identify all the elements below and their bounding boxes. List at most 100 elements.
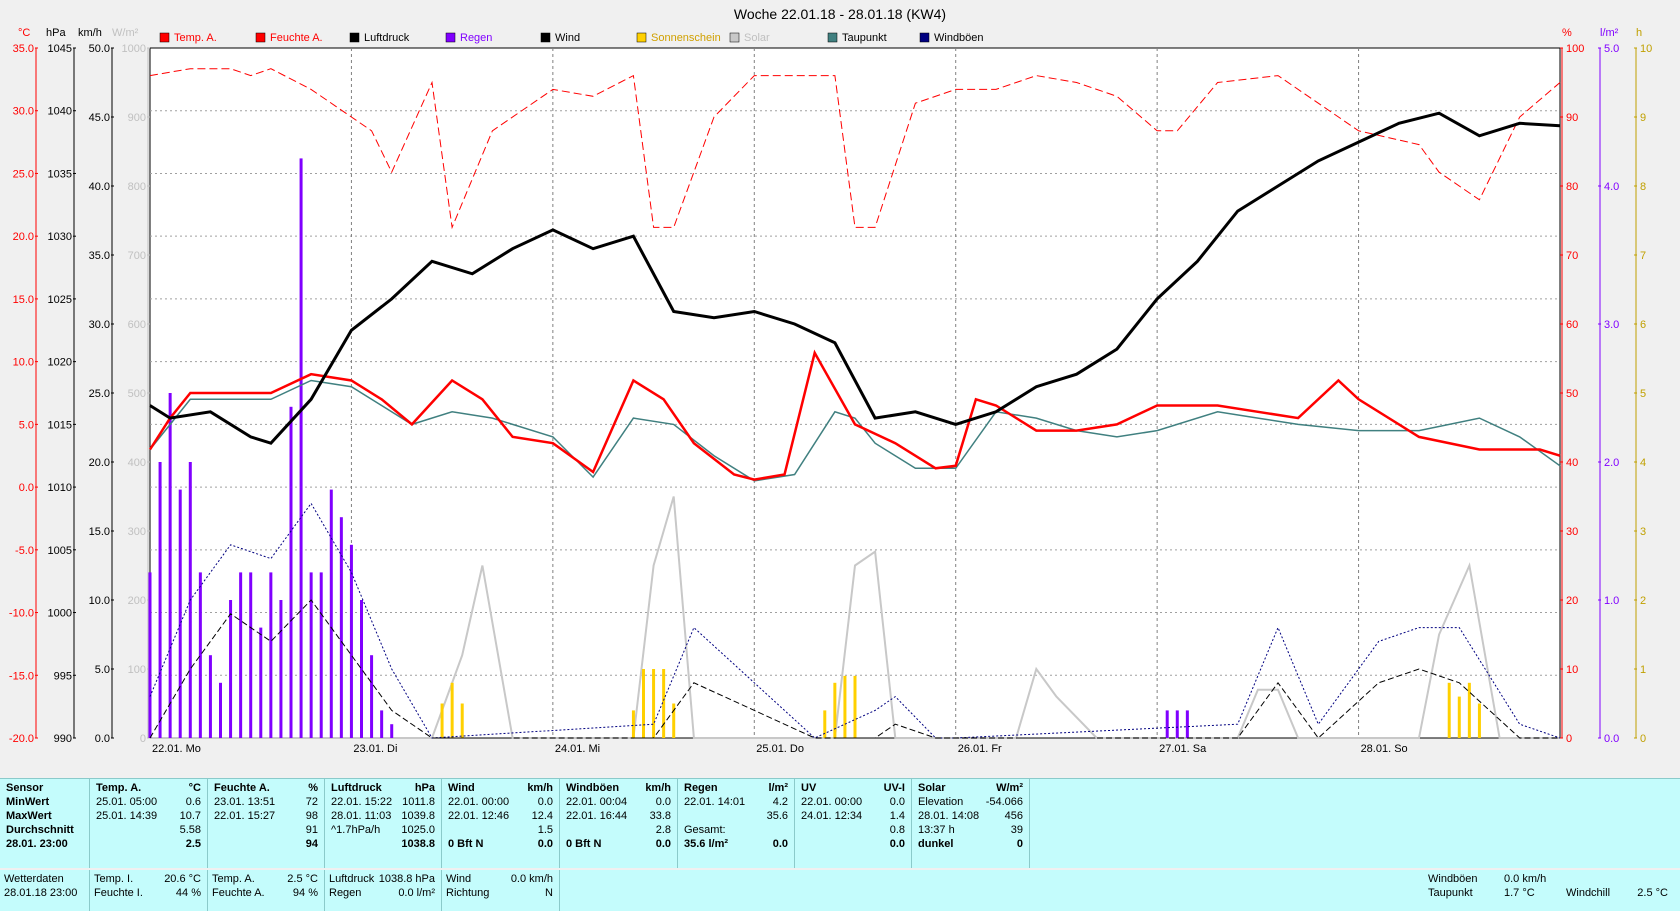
stats-row: Sensor xyxy=(4,782,85,796)
stats-cell: 5.58 xyxy=(179,824,201,836)
status-datetime: 28.01.18 23:00 xyxy=(4,887,78,899)
stats-row: 35.6 l/m² 0.0 xyxy=(682,838,790,852)
stats-cell: 22.01. 15:22 xyxy=(331,796,393,808)
y-tick-label-wind_axis: 15.0 xyxy=(89,526,110,538)
y-tick-label-solar_axis: 100 xyxy=(128,664,146,676)
temp-i-label: Temp. I. xyxy=(94,873,134,885)
stats-cell: Sensor xyxy=(6,782,44,794)
y-tick-label-wind_axis: 25.0 xyxy=(89,388,110,400)
y-tick-label-humidity_axis: 20 xyxy=(1566,595,1578,607)
stats-cell: 1.5 xyxy=(537,824,553,836)
legend-label: Taupunkt xyxy=(842,32,887,44)
stats-column: Windböen km/h 22.01. 00:04 0.0 22.01. 16:44 3… xyxy=(560,779,678,868)
rain-bar xyxy=(198,572,202,738)
y-tick-label-pressure_axis: 1020 xyxy=(48,357,72,369)
stats-column: Regen l/m² 22.01. 14:01 4.2 35.6 Gesamt: 35.6 … xyxy=(678,779,795,868)
sunshine-bar xyxy=(642,669,645,738)
rain-bar xyxy=(309,572,313,738)
y-tick-label-wind_axis: 30.0 xyxy=(89,319,110,331)
y-tick-label-wind_axis: 20.0 xyxy=(89,457,110,469)
stats-column: Sensor MinWert MaxWert Durchschnitt 28.01. 2… xyxy=(0,779,90,868)
y-tick-label-rain_axis: 0.0 xyxy=(1604,733,1619,745)
stats-cell: 0.0 xyxy=(537,838,553,850)
rain-bar xyxy=(239,572,243,738)
stats-row: 22.01. 00:00 0.0 xyxy=(799,796,907,810)
stats-cell: 13:37 h xyxy=(918,824,955,836)
stats-row: 2.8 xyxy=(564,824,673,838)
y-tick-label-rain_axis: 1.0 xyxy=(1604,595,1619,607)
stats-row: 28.01. 11:03 1039.8 xyxy=(329,810,437,824)
y-tick-label-solar_axis: 800 xyxy=(128,181,146,193)
stats-row: Luftdruck hPa xyxy=(329,782,437,796)
y-tick-label-wind_axis: 40.0 xyxy=(89,181,110,193)
status-cell-outdoor: Temp. A. 2.5 °C Feuchte A. 94 % xyxy=(208,870,325,911)
rain-bar xyxy=(390,724,394,738)
stats-cell: 35.6 xyxy=(766,810,788,822)
stats-row: Temp. A. °C xyxy=(94,782,203,796)
y-tick-label-temp_axis: -20.0 xyxy=(9,733,34,745)
y-tick-label-temp_axis: -10.0 xyxy=(9,608,34,620)
y-tick-label-pressure_axis: 995 xyxy=(54,670,72,682)
sunshine-bar xyxy=(1457,696,1461,738)
stats-cell: Feuchte A. xyxy=(214,782,270,794)
rain-bar xyxy=(1185,710,1189,738)
stats-cell: dunkel xyxy=(918,838,954,850)
chart-svg: 22.01. Mo 23.01. Di 24.01. Mi 25.01. Do 26.0… xyxy=(9,6,1652,755)
rain-bar xyxy=(208,655,212,738)
y-tick-label-wind_axis: 5.0 xyxy=(95,664,110,676)
wind-value: 0.0 km/h xyxy=(510,873,553,885)
stats-cell: 0.6 xyxy=(185,796,201,808)
y-tick-label-sun_axis: 8 xyxy=(1640,181,1646,193)
y-tick-label-temp_axis: 25.0 xyxy=(13,168,34,180)
stats-cell: 22.01. 12:46 xyxy=(448,810,510,822)
y-tick-label-humidity_axis: 90 xyxy=(1566,112,1578,124)
y-tick-label-temp_axis: 35.0 xyxy=(13,43,34,55)
y-tick-label-sun_axis: 4 xyxy=(1640,457,1646,469)
windchill-label: Windchill xyxy=(1566,887,1611,899)
feuchte-a-label: Feuchte A. xyxy=(212,887,265,899)
stats-cell: 72 xyxy=(305,796,318,808)
y-tick-label-pressure_axis: 1015 xyxy=(48,419,72,431)
x-tick-label: 26.01. Fr xyxy=(958,743,1002,755)
stats-row: 0.8 xyxy=(799,824,907,838)
y-tick-label-sun_axis: 5 xyxy=(1640,388,1646,400)
y-tick-label-solar_axis: 500 xyxy=(128,388,146,400)
rain-bar xyxy=(370,655,374,738)
x-tick-label: 23.01. Di xyxy=(353,743,397,755)
legend-label: Feuchte A. xyxy=(270,32,323,44)
windboeen-label: Windböen xyxy=(1428,873,1478,885)
legend-swatch xyxy=(445,32,456,43)
stats-row: Regen l/m² xyxy=(682,782,790,796)
status-cell-extra: Windböen 0.0 km/h Taupunkt 1.7 °C Windchill… xyxy=(1420,873,1676,901)
sunshine-bar xyxy=(833,682,837,738)
status-cell-wind: Wind 0.0 km/h Richtung N xyxy=(442,870,560,911)
y-tick-label-solar_axis: 900 xyxy=(128,112,146,124)
legend-swatch xyxy=(827,32,838,43)
status-bar: Wetterdaten 28.01.18 23:00 Temp. I. 20.6 … xyxy=(0,868,1680,911)
stats-row: 35.6 xyxy=(682,810,790,824)
stats-cell: 0 xyxy=(1016,838,1023,850)
y-tick-label-temp_axis: 30.0 xyxy=(13,106,34,118)
y-tick-label-sun_axis: 9 xyxy=(1640,112,1646,124)
y-tick-label-temp_axis: 15.0 xyxy=(13,294,34,306)
rain-bar xyxy=(178,489,182,738)
series-temp-line xyxy=(148,349,1561,481)
windchill-value: 2.5 °C xyxy=(1637,887,1668,899)
legend-label: Windböen xyxy=(934,32,984,44)
feuchte-i-value: 44 % xyxy=(175,887,201,899)
y-tick-label-temp_axis: 5.0 xyxy=(19,419,34,431)
stats-cell: 39 xyxy=(1010,824,1023,836)
y-tick-label-rain_axis: 4.0 xyxy=(1604,181,1619,193)
stats-row: 13:37 h 39 xyxy=(916,824,1025,838)
windboeen-value: 0.0 km/h xyxy=(1504,873,1547,885)
richtung-label: Richtung xyxy=(446,887,490,899)
y-tick-label-sun_axis: 10 xyxy=(1640,43,1652,55)
sunshine-bar xyxy=(1467,682,1471,738)
y-tick-label-humidity_axis: 100 xyxy=(1566,43,1584,55)
luftdruck-label: Luftdruck xyxy=(329,873,375,885)
stats-cell: 0.8 xyxy=(889,824,905,836)
stats-column: Luftdruck hPa 22.01. 15:22 1011.8 28.01. 11:… xyxy=(325,779,442,868)
y-tick-label-wind_axis: 50.0 xyxy=(89,43,110,55)
stats-cell: MinWert xyxy=(6,796,50,808)
stats-cell: 0 Bft N xyxy=(448,838,484,850)
